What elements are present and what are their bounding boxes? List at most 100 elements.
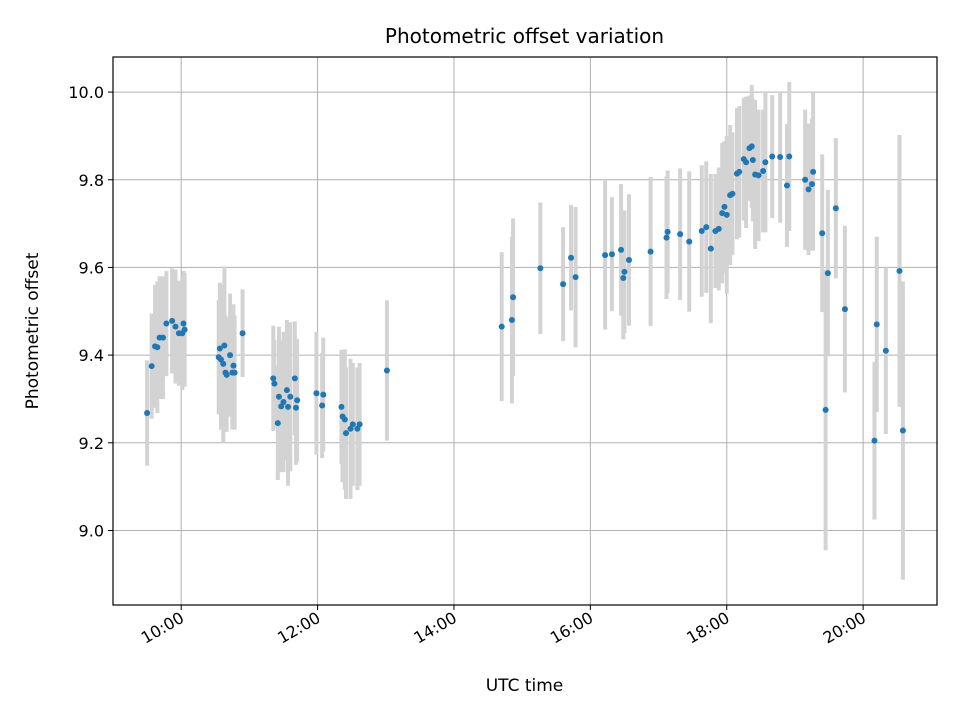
data-point xyxy=(871,437,878,444)
data-point xyxy=(810,168,817,175)
data-point xyxy=(896,267,903,274)
data-point xyxy=(743,159,750,166)
data-point xyxy=(231,369,238,376)
data-point xyxy=(270,375,277,382)
data-point xyxy=(144,409,151,416)
data-point xyxy=(620,274,627,281)
data-point xyxy=(313,390,320,397)
y-tick-label: 9.0 xyxy=(79,521,104,540)
data-point xyxy=(291,375,298,382)
data-point xyxy=(608,251,615,258)
data-point xyxy=(703,224,710,231)
data-point xyxy=(762,159,769,166)
data-point xyxy=(824,270,831,277)
data-point xyxy=(220,360,227,367)
data-point xyxy=(320,391,327,398)
data-point xyxy=(808,181,815,188)
data-point xyxy=(223,371,230,378)
y-tick-label: 9.4 xyxy=(79,346,104,365)
data-point xyxy=(338,403,345,410)
data-point xyxy=(707,245,714,252)
data-point xyxy=(832,205,839,212)
data-point xyxy=(172,323,179,330)
data-point xyxy=(602,252,609,259)
data-point xyxy=(841,306,848,313)
data-point xyxy=(748,143,755,150)
data-point xyxy=(715,225,722,232)
chart-title: Photometric offset variation xyxy=(385,24,664,48)
data-point xyxy=(510,294,517,301)
x-tick-label: 12:00 xyxy=(274,608,323,648)
x-tick-label: 18:00 xyxy=(683,608,732,648)
data-point xyxy=(285,403,292,410)
data-point xyxy=(280,399,287,406)
data-point xyxy=(283,387,290,394)
data-point xyxy=(621,268,628,275)
y-axis-ticks: 9.0 9.2 9.4 9.6 9.8 10.0 xyxy=(68,83,113,540)
data-point xyxy=(275,393,282,400)
data-point xyxy=(356,421,363,428)
data-point xyxy=(677,231,684,238)
data-point xyxy=(749,157,756,164)
data-point xyxy=(783,182,790,189)
data-point xyxy=(647,248,654,255)
data-point xyxy=(383,367,390,374)
y-tick-label: 10.0 xyxy=(68,83,104,102)
x-tick-label: 14:00 xyxy=(411,608,460,648)
plot-area-frame xyxy=(112,56,938,606)
data-point xyxy=(618,246,625,253)
data-point xyxy=(341,416,348,423)
data-point xyxy=(349,421,356,428)
data-point xyxy=(663,234,670,241)
data-point xyxy=(342,430,349,437)
data-point xyxy=(560,281,567,288)
data-point xyxy=(180,320,187,327)
data-point xyxy=(498,323,505,330)
data-point xyxy=(736,168,743,175)
y-axis-label: Photometric offset xyxy=(23,252,43,409)
x-axis-ticks: 10:00 12:00 14:00 16:00 18:00 20:00 xyxy=(138,605,869,648)
data-point xyxy=(899,427,906,434)
data-point xyxy=(572,274,579,281)
data-point xyxy=(769,153,776,160)
data-point xyxy=(625,256,632,263)
data-points xyxy=(144,143,906,444)
x-tick-label: 16:00 xyxy=(547,608,596,648)
data-point xyxy=(802,176,809,183)
data-point xyxy=(239,330,246,337)
y-tick-label: 9.8 xyxy=(79,171,104,190)
data-point xyxy=(169,317,176,324)
data-point xyxy=(230,362,237,369)
x-tick-label: 10:00 xyxy=(138,608,187,648)
data-point xyxy=(163,320,170,327)
data-point xyxy=(148,363,155,370)
data-point xyxy=(221,342,228,349)
y-tick-label: 9.6 xyxy=(79,258,104,277)
data-point xyxy=(822,406,829,413)
data-point xyxy=(777,153,784,160)
data-point xyxy=(786,153,793,160)
data-point xyxy=(686,238,693,245)
data-point xyxy=(760,167,767,174)
data-point xyxy=(154,344,161,351)
data-point xyxy=(287,393,294,400)
data-point xyxy=(755,172,762,179)
data-point xyxy=(723,211,730,218)
data-point xyxy=(664,228,671,235)
x-axis-label: UTC time xyxy=(486,676,564,696)
y-tick-label: 9.2 xyxy=(79,434,104,453)
data-point xyxy=(698,228,705,235)
data-point xyxy=(721,203,728,210)
gridlines xyxy=(113,57,937,605)
data-point xyxy=(508,317,515,324)
data-point xyxy=(181,326,188,333)
data-point xyxy=(160,334,167,341)
data-point xyxy=(319,402,326,409)
data-point xyxy=(227,352,234,359)
data-point xyxy=(537,265,544,272)
data-point xyxy=(819,230,826,237)
data-point xyxy=(294,397,301,404)
data-point xyxy=(873,321,880,328)
x-tick-label: 20:00 xyxy=(820,608,869,648)
